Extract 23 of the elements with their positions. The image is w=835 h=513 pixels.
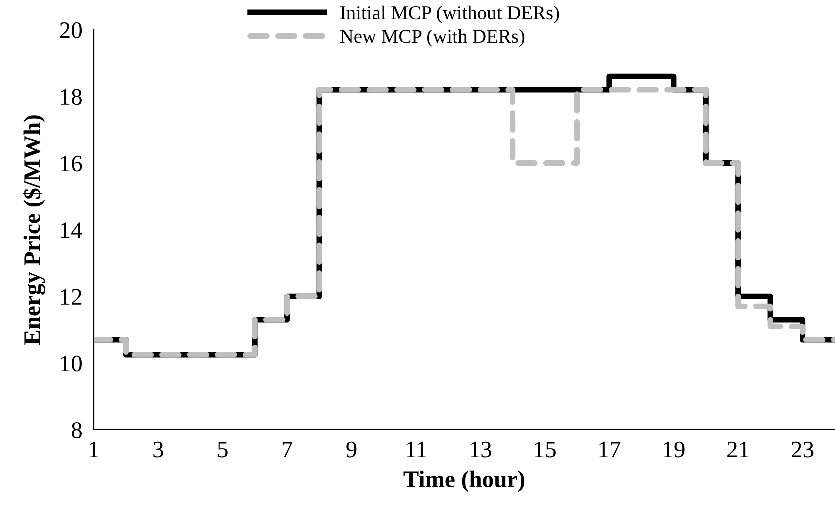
y-tick-label: 12 (61, 289, 82, 305)
x-tick-label: 23 (792, 442, 814, 458)
x-tick-label: 17 (600, 442, 621, 458)
x-tick-label: 7 (282, 442, 293, 458)
x-axis-title: Time (hour) (404, 470, 525, 492)
x-tick-label: 9 (346, 442, 357, 458)
x-tick-label: 11 (406, 442, 426, 458)
y-tick-label: 10 (61, 356, 82, 372)
y-tick-label: 18 (61, 89, 82, 106)
x-tick-label: 15 (535, 442, 556, 458)
legend-label: Initial MCP (without DERs) (340, 6, 560, 24)
y-tick-label: 8 (72, 422, 82, 438)
x-tick-label: 19 (664, 442, 685, 458)
x-tick-label: 21 (728, 442, 749, 458)
legend-label: New MCP (with DERs) (340, 29, 525, 48)
x-tick-label: 5 (218, 442, 228, 458)
x-tick-label: 3 (154, 442, 164, 458)
y-tick-label: 14 (61, 222, 83, 238)
x-tick-label: 13 (470, 442, 492, 458)
y-tick-label: 20 (60, 22, 82, 38)
x-tick-label: 1 (90, 442, 98, 458)
y-tick-label: 16 (61, 156, 82, 172)
y-axis-title: Energy Price ($/MWh) (23, 116, 46, 345)
